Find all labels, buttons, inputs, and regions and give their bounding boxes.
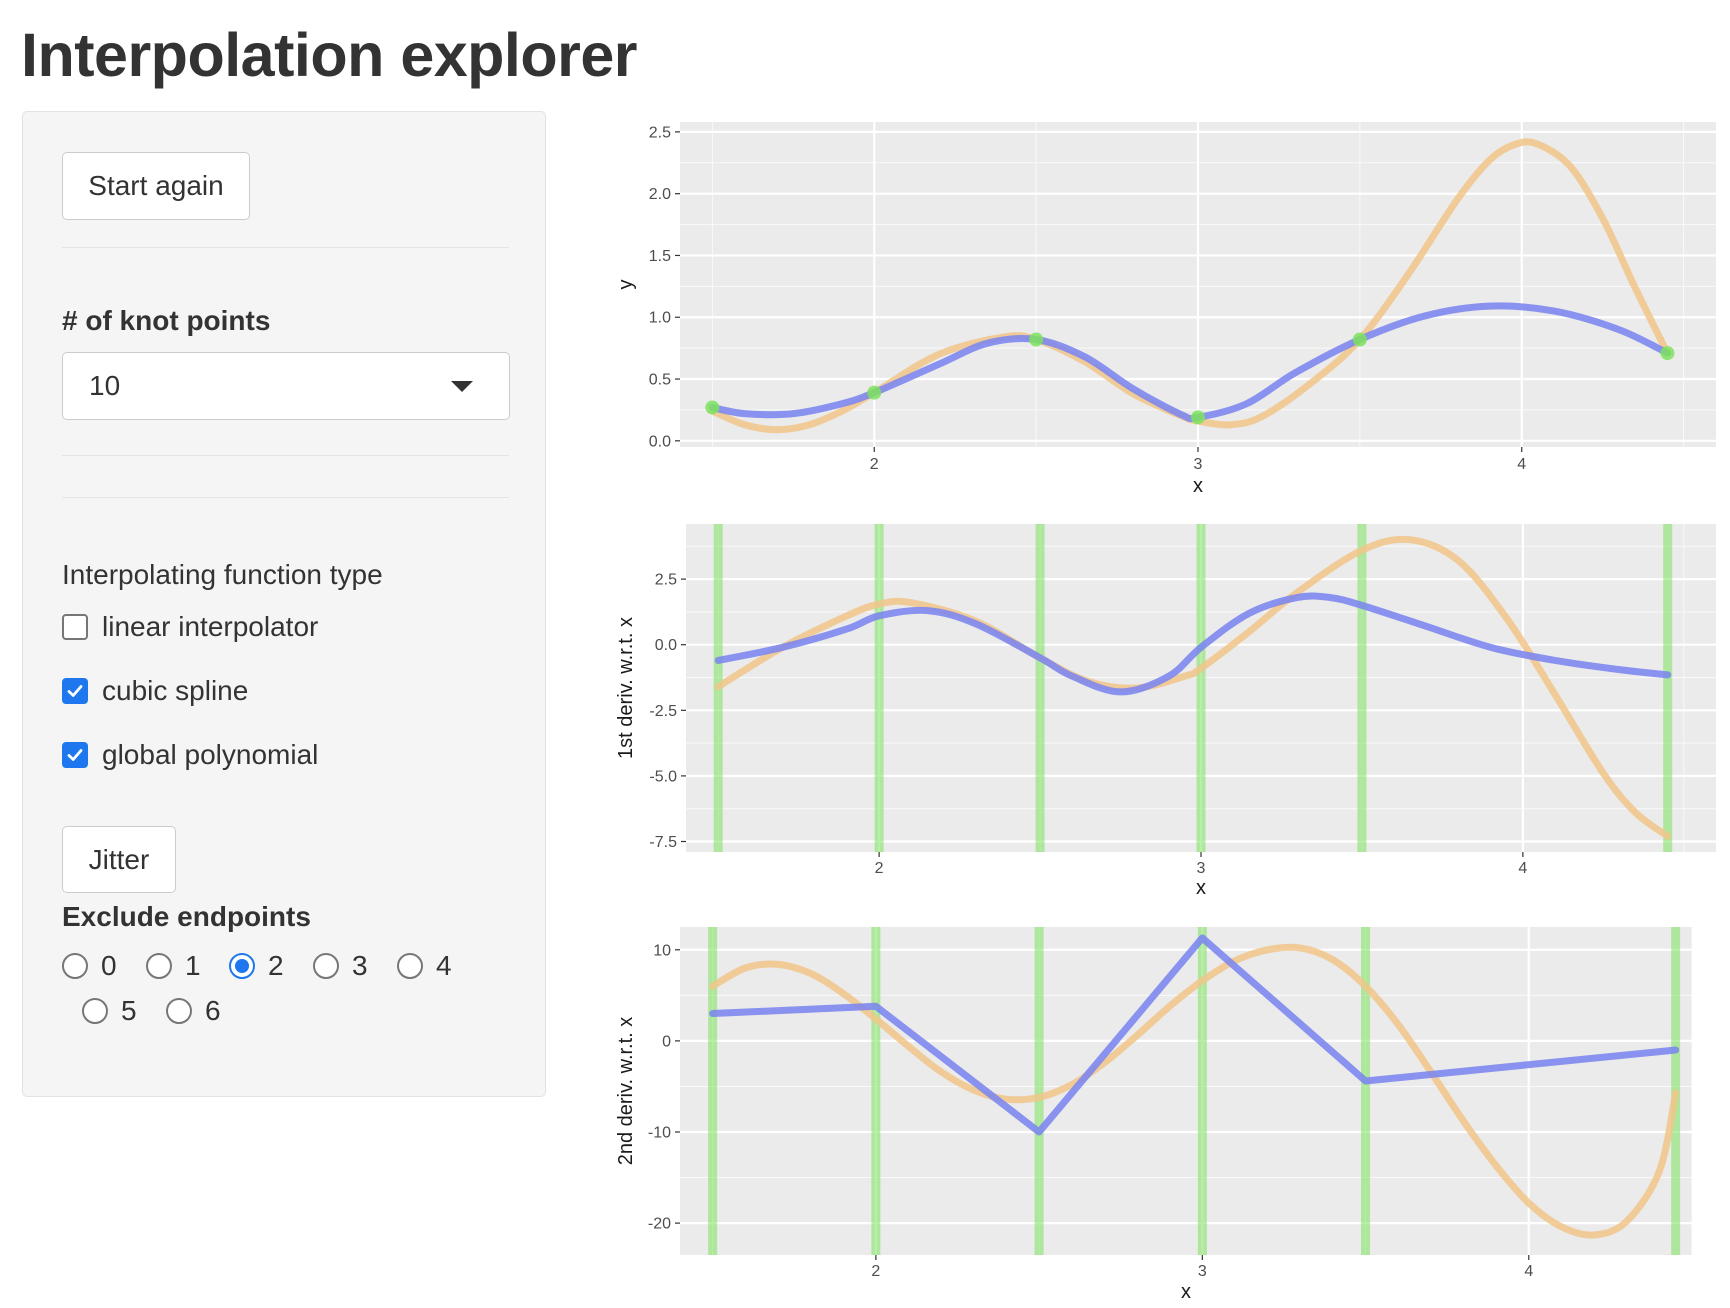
function-type-label: Interpolating function type	[62, 559, 383, 590]
start-again-button[interactable]: Start again	[62, 152, 250, 220]
x-tick-label: 4	[1524, 1263, 1533, 1280]
y-tick-label: 0.0	[649, 433, 671, 450]
exclude-option-1[interactable]: 1	[146, 950, 201, 981]
radio-label: 6	[205, 995, 221, 1026]
knot-point	[1029, 332, 1044, 347]
knots-label: # of knot points	[62, 305, 271, 336]
x-tick-label: 2	[871, 1263, 880, 1280]
y-tick-label: -10	[648, 1125, 671, 1142]
knot-point	[1660, 346, 1675, 361]
plot-background	[680, 927, 1692, 1255]
radio-button[interactable]	[166, 998, 192, 1024]
polynomial-curve	[714, 535, 1672, 840]
cubic-spline-label: cubic spline	[102, 675, 249, 706]
x-tick-label: 3	[1194, 456, 1203, 473]
radio-button[interactable]	[313, 953, 339, 979]
knot-point	[1191, 410, 1205, 425]
x-tick-label: 2	[870, 456, 879, 473]
x-axis-label: x	[1193, 475, 1203, 497]
spline-curve	[714, 592, 1672, 696]
polynomial-curve	[709, 943, 1680, 1239]
caret-down-icon	[451, 381, 473, 392]
plots-area: 2 3 4 0.0 0.5 1.0 1.5 2.0 2.5 x y 2 3 4 2.5 0.0 -2.5 -5.0…	[615, 122, 1716, 1302]
exclude-option-3[interactable]: 3	[313, 950, 368, 981]
y-axis-label: 1st deriv. w.r.t. x	[615, 617, 637, 759]
y-tick-label: -5.0	[649, 768, 677, 785]
y-tick-label: 1.5	[649, 248, 671, 265]
x-tick-label: 3	[1197, 860, 1206, 877]
page-title: Interpolation explorer	[21, 21, 638, 89]
radio-button[interactable]	[82, 998, 108, 1024]
linear-interpolator-option[interactable]: linear interpolator	[62, 612, 318, 642]
chart-panel-1: 2 3 4 0.0 0.5 1.0 1.5 2.0 2.5 x y	[615, 122, 1716, 497]
cubic-spline-checkbox[interactable]	[62, 678, 88, 704]
y-tick-label: 10	[653, 942, 671, 959]
divider	[62, 247, 509, 248]
radio-label: 3	[352, 950, 368, 981]
exclude-option-6[interactable]: 6	[166, 995, 221, 1026]
y-axis-label: 2nd deriv. w.r.t. x	[615, 1017, 637, 1166]
radio-button[interactable]	[146, 953, 172, 979]
global-polynomial-checkbox[interactable]	[62, 742, 88, 768]
chart-panel-2: 2 3 4 2.5 0.0 -2.5 -5.0 -7.5 x 1st deriv. w.r.t. …	[615, 524, 1716, 899]
knots-select-value: 10	[89, 370, 121, 401]
global-polynomial-option[interactable]: global polynomial	[62, 740, 318, 770]
knot-point	[705, 400, 720, 415]
radio-button[interactable]	[397, 953, 423, 979]
cubic-spline-option[interactable]: cubic spline	[62, 676, 248, 706]
y-tick-label: -20	[648, 1216, 671, 1233]
y-tick-label: -7.5	[649, 834, 677, 851]
exclude-option-5[interactable]: 5	[82, 995, 137, 1026]
y-tick-label: -2.5	[649, 703, 677, 720]
knots-select[interactable]: 10	[62, 352, 510, 420]
chart-panel-3: 2 3 4 10 0 -10 -20 x 2nd deriv. w.r.t. x	[615, 927, 1693, 1302]
y-axis-label: y	[615, 280, 637, 290]
y-tick-label: 0	[662, 1033, 671, 1050]
exclude-option-4[interactable]: 4	[397, 950, 452, 981]
y-tick-label: 0.0	[655, 637, 677, 654]
spline-curve	[709, 934, 1680, 1136]
y-tick-label: 2.5	[655, 572, 677, 589]
x-axis-label: x	[1181, 1281, 1191, 1302]
linear-interpolator-label: linear interpolator	[102, 611, 319, 642]
y-tick-label: 2.5	[649, 124, 671, 141]
exclude-option-2[interactable]: 2	[229, 950, 284, 981]
x-tick-label: 4	[1517, 456, 1526, 473]
spline-curve	[708, 302, 1671, 423]
x-tick-label: 4	[1518, 860, 1527, 877]
knot-point	[1352, 332, 1367, 347]
radio-label: 0	[101, 950, 117, 981]
x-tick-label: 3	[1198, 1263, 1207, 1280]
radio-label: 4	[436, 950, 452, 981]
jitter-button[interactable]: Jitter	[62, 826, 176, 893]
y-tick-label: 2.0	[649, 186, 671, 203]
x-tick-label: 2	[875, 860, 884, 877]
y-tick-label: 1.0	[649, 310, 671, 327]
sidebar-panel: Start again # of knot points 10 Interpol…	[22, 111, 546, 1097]
y-tick-label: 0.5	[649, 372, 671, 389]
knot-point	[867, 385, 882, 400]
x-axis-label: x	[1196, 877, 1206, 899]
divider	[62, 455, 509, 456]
radio-label: 2	[268, 950, 284, 981]
linear-interpolator-checkbox[interactable]	[62, 614, 88, 640]
radio-button[interactable]	[62, 953, 88, 979]
radio-label: 1	[185, 950, 201, 981]
radio-label: 5	[121, 995, 137, 1026]
exclude-option-0[interactable]: 0	[62, 950, 117, 981]
polynomial-curve	[708, 138, 1671, 434]
radio-button[interactable]	[229, 953, 255, 979]
global-polynomial-label: global polynomial	[102, 739, 319, 770]
exclude-endpoints-label: Exclude endpoints	[62, 901, 311, 932]
divider	[62, 497, 509, 498]
